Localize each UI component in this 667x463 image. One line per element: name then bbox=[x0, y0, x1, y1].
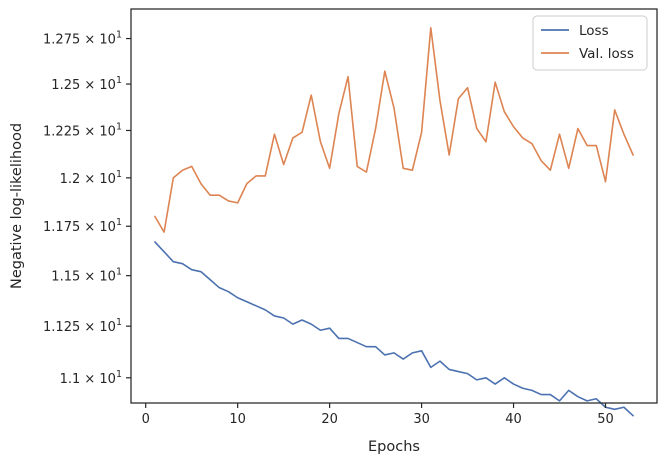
legend-label: Loss bbox=[579, 23, 609, 39]
y-tick-label: 1.275 × 101 bbox=[43, 30, 122, 48]
y-tick-label: 1.1 × 101 bbox=[60, 369, 122, 387]
y-axis-ticks: 1.1 × 101 1.125 × 101 1.15 × 101 1.175 × 10… bbox=[43, 30, 131, 387]
axes-frame bbox=[130, 8, 658, 404]
y-tick-label: 1.25 × 101 bbox=[51, 75, 122, 93]
x-tick-label: 20 bbox=[321, 412, 338, 427]
x-tick-label: 10 bbox=[229, 412, 246, 427]
series-line-loss bbox=[154, 241, 634, 417]
y-tick-label: 1.175 × 101 bbox=[43, 217, 122, 235]
x-tick-label: 50 bbox=[597, 412, 614, 427]
y-tick-label: 1.2 × 101 bbox=[60, 169, 122, 187]
y-tick-label: 1.225 × 101 bbox=[43, 121, 122, 139]
x-axis-label: Epochs bbox=[368, 439, 420, 455]
x-axis-ticks: 0 10 20 30 40 50 bbox=[142, 403, 614, 427]
x-tick-label: 40 bbox=[505, 412, 522, 427]
x-tick-label: 0 bbox=[142, 412, 150, 427]
y-tick-label: 1.125 × 101 bbox=[43, 317, 122, 335]
legend: Loss Val. loss bbox=[532, 15, 648, 71]
legend-label: Val. loss bbox=[579, 46, 634, 62]
series-line-val-loss bbox=[154, 26, 634, 233]
series-layer bbox=[154, 26, 634, 417]
y-tick-label: 1.15 × 101 bbox=[51, 267, 122, 285]
x-tick-label: 30 bbox=[413, 412, 430, 427]
y-axis-label: Negative log-likelihood bbox=[9, 123, 25, 289]
